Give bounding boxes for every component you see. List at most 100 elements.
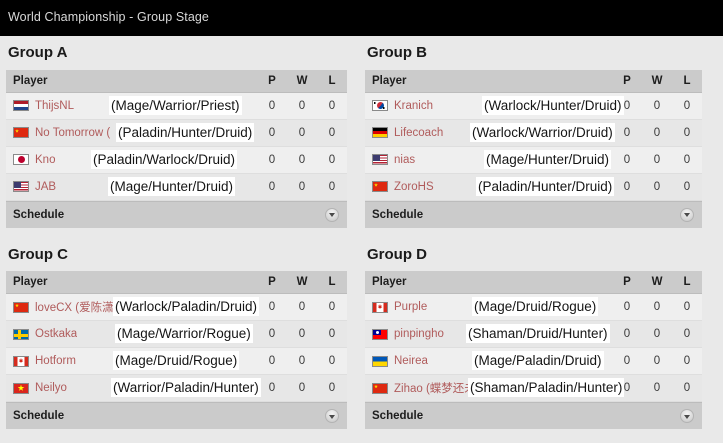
groups-grid: Group A Player P W L ThijsNL (Mage/Warrior/Pri… xyxy=(0,36,723,439)
chevron-down-icon[interactable] xyxy=(680,207,694,222)
player-name[interactable]: loveCX (爱陈潇 xyxy=(35,302,114,314)
player-name[interactable]: Zihao (蝶梦还未 xyxy=(394,383,476,395)
cell-w: 0 xyxy=(642,320,672,348)
player-cell: loveCX (爱陈潇 (Warlock/Paladin/Druid) xyxy=(6,293,260,321)
schedule-bar[interactable]: Schedule xyxy=(365,402,702,429)
cell-l: 0 xyxy=(317,293,347,321)
player-name[interactable]: ZoroHS xyxy=(394,180,434,193)
player-cell-inner: Kranich (Warlock/Hunter/Druid) xyxy=(372,93,624,119)
standings-table: Player P W L ThijsNL (Mage/Warrior/Priest) 0 0 0… xyxy=(6,69,347,201)
player-name[interactable]: nias xyxy=(394,153,416,166)
column-header-player[interactable]: Player xyxy=(365,69,612,93)
player-cell: Kno (Paladin/Warlock/Druid) xyxy=(6,146,257,174)
flag-sweden-icon xyxy=(13,328,29,340)
table-row[interactable]: Neirea (Mage/Paladin/Druid) 0 0 0 xyxy=(365,347,702,375)
table-row[interactable]: Kranich (Warlock/Hunter/Druid) 0 0 0 xyxy=(365,92,702,120)
player-name[interactable]: Neirea xyxy=(394,355,428,367)
player-name[interactable]: Kranich xyxy=(394,99,433,112)
table-row[interactable]: ZoroHS (Paladin/Hunter/Druid) 0 0 0 xyxy=(365,173,702,201)
player-cell: Purple (Mage/Druid/Rogue) xyxy=(365,293,612,321)
player-cell-inner: No Tomorrow ((Paladin/Hunter/Druid) xyxy=(13,120,257,146)
column-header-l[interactable]: L xyxy=(317,271,347,294)
player-name[interactable]: Ostkaka xyxy=(35,328,78,340)
cell-p: 0 xyxy=(257,173,287,201)
cell-l: 0 xyxy=(317,146,347,174)
column-header-l[interactable]: L xyxy=(672,69,702,93)
player-name[interactable]: Kno xyxy=(35,153,56,166)
cell-w: 0 xyxy=(287,347,317,375)
schedule-bar[interactable]: Schedule xyxy=(6,200,347,228)
cell-w: 0 xyxy=(287,119,317,147)
player-cell: nias (Mage/Hunter/Druid) xyxy=(365,146,612,174)
cell-w: 0 xyxy=(287,320,317,348)
cell-w: 0 xyxy=(287,374,317,402)
column-header-player[interactable]: Player xyxy=(365,271,612,294)
table-row[interactable]: No Tomorrow ((Paladin/Hunter/Druid) 0 0 0 xyxy=(6,119,347,147)
cell-p: 0 xyxy=(257,347,287,375)
table-row[interactable]: ThijsNL (Mage/Warrior/Priest) 0 0 0 xyxy=(6,92,347,120)
player-name[interactable]: pinpingho xyxy=(394,328,444,340)
table-row[interactable]: Lifecoach (Warlock/Warrior/Druid) 0 0 0 xyxy=(365,119,702,147)
table-row[interactable]: Purple (Mage/Druid/Rogue) 0 0 0 xyxy=(365,293,702,321)
flag-japan-icon xyxy=(13,154,29,165)
player-name[interactable]: Hotform xyxy=(35,355,76,367)
flag-canada-icon xyxy=(13,355,29,367)
column-header-l[interactable]: L xyxy=(672,271,702,294)
column-header-w[interactable]: W xyxy=(642,69,672,93)
player-cell-inner: Lifecoach (Warlock/Warrior/Druid) xyxy=(372,120,615,146)
player-cell: No Tomorrow ((Paladin/Hunter/Druid) xyxy=(6,119,257,147)
schedule-label: Schedule xyxy=(13,208,65,221)
flag-usa-icon xyxy=(13,181,29,192)
class-combo-overlay: (Mage/Paladin/Druid) xyxy=(472,351,604,370)
table-row[interactable]: loveCX (爱陈潇 (Warlock/Paladin/Druid) 0 0 0 xyxy=(6,293,347,321)
table-row[interactable]: Kno (Paladin/Warlock/Druid) 0 0 0 xyxy=(6,146,347,174)
player-cell: Neilyo (Warrior/Paladin/Hunter) xyxy=(6,374,261,402)
cell-l: 0 xyxy=(317,320,347,348)
table-row[interactable]: JAB (Mage/Hunter/Druid) 0 0 0 xyxy=(6,173,347,201)
chevron-down-icon[interactable] xyxy=(325,207,339,222)
player-name[interactable]: Purple xyxy=(394,301,428,313)
player-name[interactable]: No Tomorrow ( xyxy=(35,126,111,139)
player-cell: JAB (Mage/Hunter/Druid) xyxy=(6,173,257,201)
player-cell-inner: Zihao (蝶梦还未 (Shaman/Paladin/Hunter) xyxy=(372,375,625,401)
player-cell: Lifecoach (Warlock/Warrior/Druid) xyxy=(365,119,615,147)
column-header-p[interactable]: P xyxy=(612,271,642,294)
chevron-down-icon[interactable] xyxy=(325,409,339,423)
table-row[interactable]: Neilyo (Warrior/Paladin/Hunter) 0 0 0 xyxy=(6,374,347,402)
table-row[interactable]: Zihao (蝶梦还未 (Shaman/Paladin/Hunter) 0 0 0 xyxy=(365,374,702,402)
column-header-p[interactable]: P xyxy=(257,69,287,93)
flag-netherlands-icon xyxy=(13,100,29,111)
table-row[interactable]: nias (Mage/Hunter/Druid) 0 0 0 xyxy=(365,146,702,174)
class-combo-overlay: (Mage/Hunter/Druid) xyxy=(108,176,236,196)
table-row[interactable]: Hotform (Mage/Druid/Rogue) 0 0 0 xyxy=(6,347,347,375)
column-header-player[interactable]: Player xyxy=(6,69,257,93)
column-header-w[interactable]: W xyxy=(287,271,317,294)
column-header-p[interactable]: P xyxy=(612,69,642,93)
schedule-bar[interactable]: Schedule xyxy=(6,402,347,429)
player-name[interactable]: JAB xyxy=(35,180,57,193)
cell-l: 0 xyxy=(672,92,702,120)
cell-l: 0 xyxy=(672,374,702,402)
player-name[interactable]: ThijsNL xyxy=(35,99,74,112)
player-cell-inner: Kno (Paladin/Warlock/Druid) xyxy=(13,147,257,173)
class-combo-overlay: (Warlock/Paladin/Druid) xyxy=(113,297,260,316)
class-combo-overlay: (Mage/Hunter/Druid) xyxy=(484,149,612,169)
flag-china-icon xyxy=(13,301,29,313)
player-name[interactable]: Lifecoach xyxy=(394,126,444,139)
table-row[interactable]: pinpingho (Shaman/Druid/Hunter) 0 0 0 xyxy=(365,320,702,348)
cell-p: 0 xyxy=(612,347,642,375)
group-title: Group D xyxy=(367,245,427,263)
cell-w: 0 xyxy=(642,173,672,201)
table-row[interactable]: Ostkaka (Mage/Warrior/Rogue) 0 0 0 xyxy=(6,320,347,348)
player-name[interactable]: Neilyo xyxy=(35,382,67,394)
schedule-bar[interactable]: Schedule xyxy=(365,200,702,228)
chevron-down-icon[interactable] xyxy=(680,409,694,423)
schedule-label: Schedule xyxy=(13,410,65,422)
column-header-w[interactable]: W xyxy=(287,69,317,93)
column-header-p[interactable]: P xyxy=(257,271,287,294)
player-cell-inner: ZoroHS (Paladin/Hunter/Druid) xyxy=(372,174,615,200)
column-header-l[interactable]: L xyxy=(317,69,347,93)
column-header-w[interactable]: W xyxy=(642,271,672,294)
column-header-player[interactable]: Player xyxy=(6,271,257,294)
